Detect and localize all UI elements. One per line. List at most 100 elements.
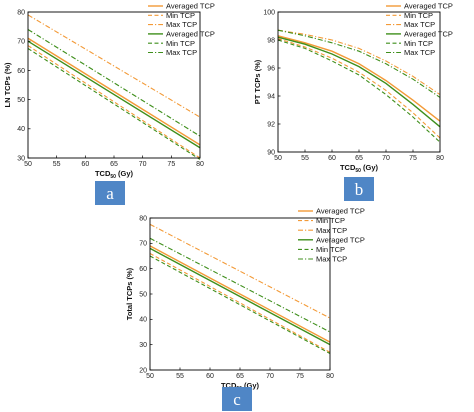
legend-label-a-4: Averaged TCP (166, 30, 215, 39)
y-tick-label-c-60: 60 (139, 266, 147, 273)
x-axis-label-a: TCD50 (Gy) (95, 169, 134, 180)
x-tick-label-b-50: 50 (274, 155, 282, 162)
x-axis-label-sub-a: 50 (110, 174, 116, 180)
legend-label-b-1: Averaged TCP (404, 2, 453, 11)
series-line-c-5 (149, 255, 331, 355)
badge-a-box (95, 181, 125, 205)
y-tick-label-c-40: 40 (139, 317, 147, 324)
y-tick-label-b-98: 98 (267, 37, 275, 44)
badge-b-box (344, 177, 374, 201)
y-tick-label-a-80: 80 (17, 9, 25, 16)
x-tick-label-a-60: 60 (81, 161, 89, 168)
series-line-c-3 (149, 223, 331, 319)
legend-label-b-3: Max TCP (404, 20, 435, 29)
panel-c-chart: 5055606570758020304050607080TCD50 (Gy)To… (125, 207, 365, 392)
x-tick-label-b-65: 65 (355, 155, 363, 162)
legend-label-c-5: Min TCP (316, 245, 345, 254)
legend-label-a-2: Min TCP (166, 11, 195, 20)
y-axis-label-c: Total TCPs (%) (125, 267, 134, 320)
y-tick-label-a-50: 50 (17, 97, 25, 104)
y-tick-label-b-96: 96 (267, 65, 275, 72)
x-axis-label-sub-b: 50 (355, 168, 361, 174)
series-line-b-1 (277, 35, 441, 122)
y-tick-label-b-90: 90 (267, 149, 275, 156)
legend-label-a-3: Max TCP (166, 20, 197, 29)
badge-b-label: b (355, 180, 364, 199)
badge-b: b (344, 177, 374, 201)
x-axis-label-rest-a: (Gy) (116, 169, 134, 178)
x-axis-label-rest-b: (Gy) (361, 163, 379, 172)
legend-label-b-5: Min TCP (404, 39, 433, 48)
y-tick-label-b-100: 100 (263, 9, 275, 16)
y-tick-label-a-60: 60 (17, 68, 25, 75)
badge-c-label: c (233, 390, 241, 409)
y-tick-label-c-80: 80 (139, 215, 147, 222)
x-tick-label-c-50: 50 (146, 373, 154, 380)
series-line-a-5 (27, 48, 201, 160)
x-tick-label-a-80: 80 (196, 161, 204, 168)
x-tick-label-a-50: 50 (24, 161, 32, 168)
series-line-b-6 (277, 29, 441, 98)
y-axis-label-b: PT TCPs (%) (253, 59, 262, 104)
x-axis-label-main-a: TCD (95, 169, 111, 178)
badge-c-box (222, 387, 252, 411)
y-tick-label-a-70: 70 (17, 39, 25, 46)
y-tick-label-c-50: 50 (139, 291, 147, 298)
y-tick-label-c-30: 30 (139, 342, 147, 349)
x-tick-label-b-80: 80 (436, 155, 444, 162)
series-line-a-4 (27, 40, 201, 149)
series-line-b-4 (277, 36, 441, 128)
y-tick-label-a-30: 30 (17, 155, 25, 162)
x-tick-label-b-70: 70 (382, 155, 390, 162)
x-tick-label-b-75: 75 (409, 155, 417, 162)
badge-a: a (95, 181, 125, 205)
x-tick-label-c-55: 55 (176, 373, 184, 380)
series-line-c-2 (149, 252, 331, 353)
x-tick-label-b-55: 55 (301, 155, 309, 162)
series-line-a-6 (27, 29, 201, 137)
badge-a-label: a (106, 184, 114, 203)
y-axis-label-a: LN TCPs (%) (3, 62, 12, 108)
legend-label-c-1: Averaged TCP (316, 207, 365, 216)
legend-label-c-3: Max TCP (316, 226, 347, 235)
legend-label-a-5: Min TCP (166, 39, 195, 48)
legend-label-c-2: Min TCP (316, 216, 345, 225)
x-axis-label-main-b: TCD (340, 163, 356, 172)
y-tick-label-b-94: 94 (267, 93, 275, 100)
series-line-a-1 (27, 37, 201, 146)
x-tick-label-b-60: 60 (328, 155, 336, 162)
series-line-b-2 (277, 38, 441, 139)
x-tick-label-a-65: 65 (110, 161, 118, 168)
x-tick-label-a-70: 70 (139, 161, 147, 168)
series-line-c-4 (149, 247, 331, 346)
x-tick-label-c-70: 70 (266, 373, 274, 380)
legend-label-b-6: Max TCP (404, 48, 435, 57)
series-line-a-3 (27, 14, 201, 118)
legend-label-b-4: Averaged TCP (404, 30, 453, 39)
legend-label-c-4: Averaged TCP (316, 235, 365, 244)
y-tick-label-c-70: 70 (139, 241, 147, 248)
legend-label-b-2: Min TCP (404, 11, 433, 20)
x-axis-label-main-c: TCD (221, 381, 237, 390)
x-tick-label-c-65: 65 (236, 373, 244, 380)
x-tick-label-c-60: 60 (206, 373, 214, 380)
x-tick-label-c-75: 75 (296, 373, 304, 380)
legend-label-a-1: Averaged TCP (166, 2, 215, 11)
x-tick-label-a-55: 55 (53, 161, 61, 168)
series-line-c-6 (149, 237, 331, 333)
legend-label-a-6: Max TCP (166, 48, 197, 57)
y-tick-label-a-40: 40 (17, 126, 25, 133)
series-line-b-3 (277, 29, 441, 96)
series-line-b-5 (277, 39, 441, 143)
y-tick-label-b-92: 92 (267, 121, 275, 128)
series-line-a-2 (27, 45, 201, 159)
x-tick-label-c-80: 80 (326, 373, 334, 380)
x-axis-label-b: TCD50 (Gy) (340, 163, 379, 174)
x-axis-label-rest-c: (Gy) (242, 381, 260, 390)
